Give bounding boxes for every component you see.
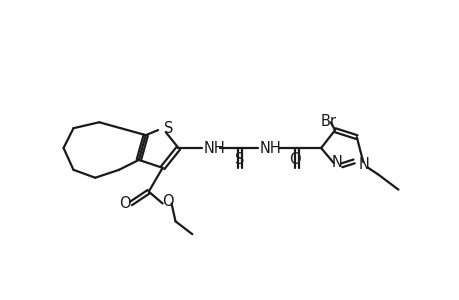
Text: N: N <box>358 158 369 172</box>
Text: NH: NH <box>259 140 281 155</box>
Text: Br: Br <box>320 114 336 129</box>
Text: NH: NH <box>203 140 224 155</box>
Text: N: N <box>331 155 341 170</box>
Text: S: S <box>235 152 244 167</box>
Text: O: O <box>162 194 173 209</box>
Text: S: S <box>163 121 173 136</box>
Text: O: O <box>289 152 301 167</box>
Text: O: O <box>119 196 130 211</box>
